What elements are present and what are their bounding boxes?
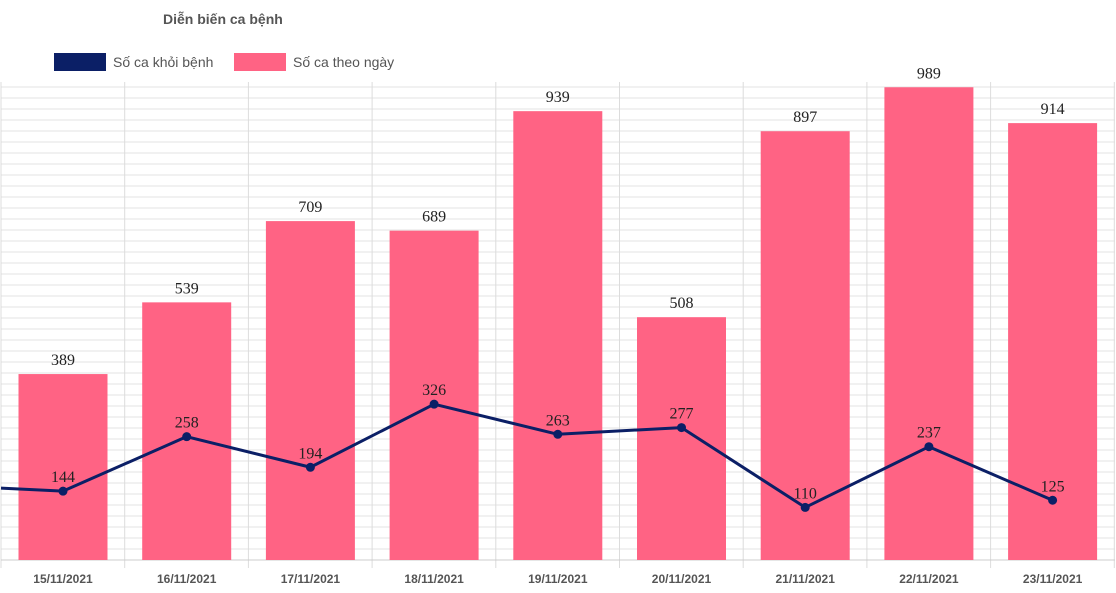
bar-daily-cases[interactable] — [637, 317, 726, 560]
line-value-label: 194 — [298, 445, 322, 462]
bar-daily-cases[interactable] — [884, 87, 974, 561]
data-labels: 389 539 709 689 939 508 897 989 914 144 258 194 326 2… — [51, 65, 1065, 502]
bar-daily-cases[interactable] — [142, 302, 232, 560]
legend-swatch-recovered — [54, 53, 106, 71]
line-value-label: 326 — [422, 382, 446, 399]
bar-value-label: 539 — [175, 280, 199, 297]
line-value-label: 263 — [546, 412, 570, 429]
bar-daily-cases[interactable] — [265, 221, 355, 560]
legend-label-recovered: Số ca khỏi bệnh — [113, 54, 214, 70]
line-point-recovered[interactable] — [58, 486, 68, 496]
x-tick-label: 20/11/2021 — [652, 572, 712, 586]
line-value-label: 277 — [670, 406, 694, 423]
bars — [18, 87, 1098, 561]
recovered-line — [0, 399, 1058, 512]
x-tick-label: 21/11/2021 — [775, 572, 835, 586]
legend-label-daily: Số ca theo ngày — [293, 54, 395, 70]
line-point-recovered[interactable] — [924, 442, 934, 452]
line-point-recovered[interactable] — [1048, 495, 1058, 505]
x-tick-label: 16/11/2021 — [157, 572, 217, 586]
x-tick-label: 23/11/2021 — [1023, 572, 1083, 586]
legend-item-daily[interactable]: Số ca theo ngày — [234, 53, 394, 71]
x-axis: 15/11/2021 16/11/2021 17/11/2021 18/11/2021… — [33, 572, 1082, 586]
bar-value-label: 989 — [917, 65, 941, 82]
line-point-recovered[interactable] — [182, 432, 192, 442]
x-tick-label: 15/11/2021 — [33, 572, 93, 586]
line-point-recovered[interactable] — [800, 502, 810, 512]
line-point-recovered[interactable] — [677, 423, 686, 433]
legend-item-recovered[interactable]: Số ca khỏi bệnh — [54, 53, 213, 71]
line-value-label: 237 — [917, 425, 941, 442]
chart-title: Diễn biến ca bệnh — [163, 11, 283, 27]
x-tick-label: 22/11/2021 — [899, 572, 959, 586]
bar-value-label: 914 — [1041, 101, 1065, 118]
bar-value-label: 389 — [51, 352, 75, 369]
x-tick-label: 17/11/2021 — [281, 572, 341, 586]
line-value-label: 144 — [51, 469, 75, 486]
bar-daily-cases[interactable] — [18, 374, 108, 560]
bar-value-label: 939 — [546, 89, 570, 106]
line-point-recovered[interactable] — [305, 462, 315, 472]
line-point-recovered[interactable] — [429, 399, 439, 409]
bar-daily-cases[interactable] — [389, 230, 479, 560]
bar-value-label: 897 — [793, 109, 817, 126]
bar-value-label: 508 — [670, 295, 694, 312]
line-value-label: 258 — [175, 415, 199, 432]
legend-swatch-daily — [234, 53, 286, 71]
bar-daily-cases[interactable] — [513, 111, 603, 561]
bar-value-label: 709 — [298, 199, 322, 216]
line-value-label: 110 — [793, 485, 816, 502]
x-tick-label: 19/11/2021 — [528, 572, 588, 586]
x-tick-label: 18/11/2021 — [404, 572, 464, 586]
line-point-recovered[interactable] — [553, 429, 563, 439]
line-value-label: 125 — [1041, 478, 1065, 495]
bar-value-label: 689 — [422, 209, 446, 226]
line-recovered-cases — [0, 402, 1054, 509]
